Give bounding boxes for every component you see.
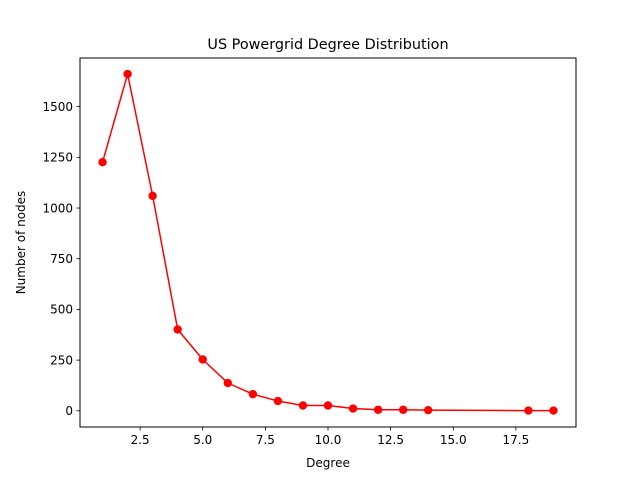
- x-tick-label: 12.5: [377, 433, 404, 447]
- data-point: [298, 401, 308, 410]
- data-point: [273, 396, 283, 406]
- data-point: [123, 69, 132, 79]
- data-point: [148, 191, 157, 201]
- data-point: [223, 378, 232, 388]
- y-tick-label: 250: [50, 353, 73, 367]
- data-point: [98, 158, 107, 167]
- chart-title: US Powergrid Degree Distribution: [207, 37, 448, 53]
- data-point: [549, 406, 558, 415]
- y-tick-label: 1000: [42, 201, 73, 215]
- data-point: [373, 405, 383, 414]
- data-point: [248, 389, 258, 399]
- y-tick-label: 0: [65, 404, 73, 418]
- y-tick-label: 1500: [42, 100, 73, 114]
- data-point: [348, 404, 358, 413]
- x-axis: 2.5 5.0 7.5 10.0 12.5 15.0 17.5: [131, 427, 530, 447]
- x-tick-label: 2.5: [131, 433, 150, 447]
- data-point: [424, 405, 433, 415]
- y-axis: 0 250 500 750 1000 1250 1500: [42, 100, 80, 418]
- data-point: [524, 406, 533, 415]
- x-tick-label: 5.0: [193, 433, 212, 447]
- data-point: [323, 401, 333, 410]
- data-point: [398, 405, 408, 414]
- y-tick-label: 1250: [42, 151, 73, 165]
- data-point: [173, 325, 182, 334]
- x-tick-label: 7.5: [256, 433, 275, 447]
- x-tick-label: 15.0: [440, 433, 467, 447]
- y-axis-label: Number of nodes: [14, 191, 28, 295]
- plot-area: [98, 69, 558, 415]
- series-line: [101, 73, 554, 412]
- x-tick-label: 10.0: [315, 433, 342, 447]
- data-point: [198, 355, 207, 364]
- x-axis-label: Degree: [306, 456, 350, 470]
- y-tick-label: 750: [50, 252, 73, 266]
- x-tick-label: 17.5: [503, 433, 530, 447]
- y-tick-label: 500: [50, 303, 73, 317]
